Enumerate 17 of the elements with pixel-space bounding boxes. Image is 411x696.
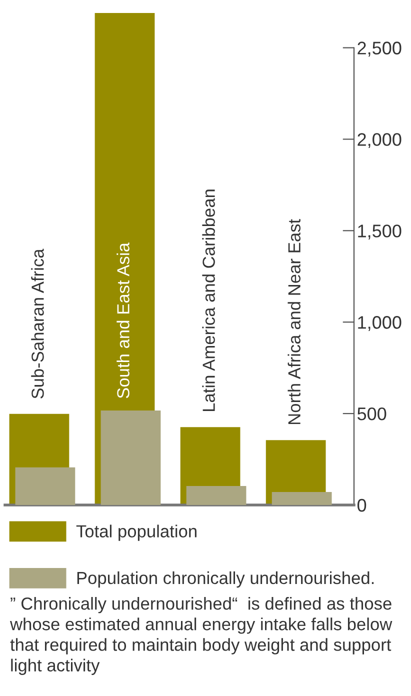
y-tick-label: 0 — [357, 498, 366, 512]
text: ” Chronically undernourished“ is defined as those whose estimated annual energy intake falls below that required to maintain body weight and support light activity — [10, 597, 392, 675]
x-tick-label: Sub-Saharan Africa — [31, 248, 44, 398]
y-tick-label: 1,000 — [358, 316, 402, 331]
bar — [15, 467, 76, 505]
y-tick-label: 1,500 — [358, 224, 402, 240]
x-tick-label: South and East Asia — [116, 242, 130, 398]
bar — [100, 410, 161, 505]
x-tick-label: North Africa and Near East — [288, 219, 300, 424]
bar — [272, 492, 332, 505]
legend-label: Population chronically undernourished. — [77, 571, 374, 588]
x-tick-label: Latin America and Caribbean — [202, 190, 215, 412]
legend-label: Total population — [76, 524, 196, 541]
y-tick-label: 500 — [358, 407, 386, 420]
y-tick-label: 2,500 — [358, 42, 402, 57]
y-tick-label: 2,000 — [358, 133, 402, 148]
bar — [186, 486, 246, 505]
